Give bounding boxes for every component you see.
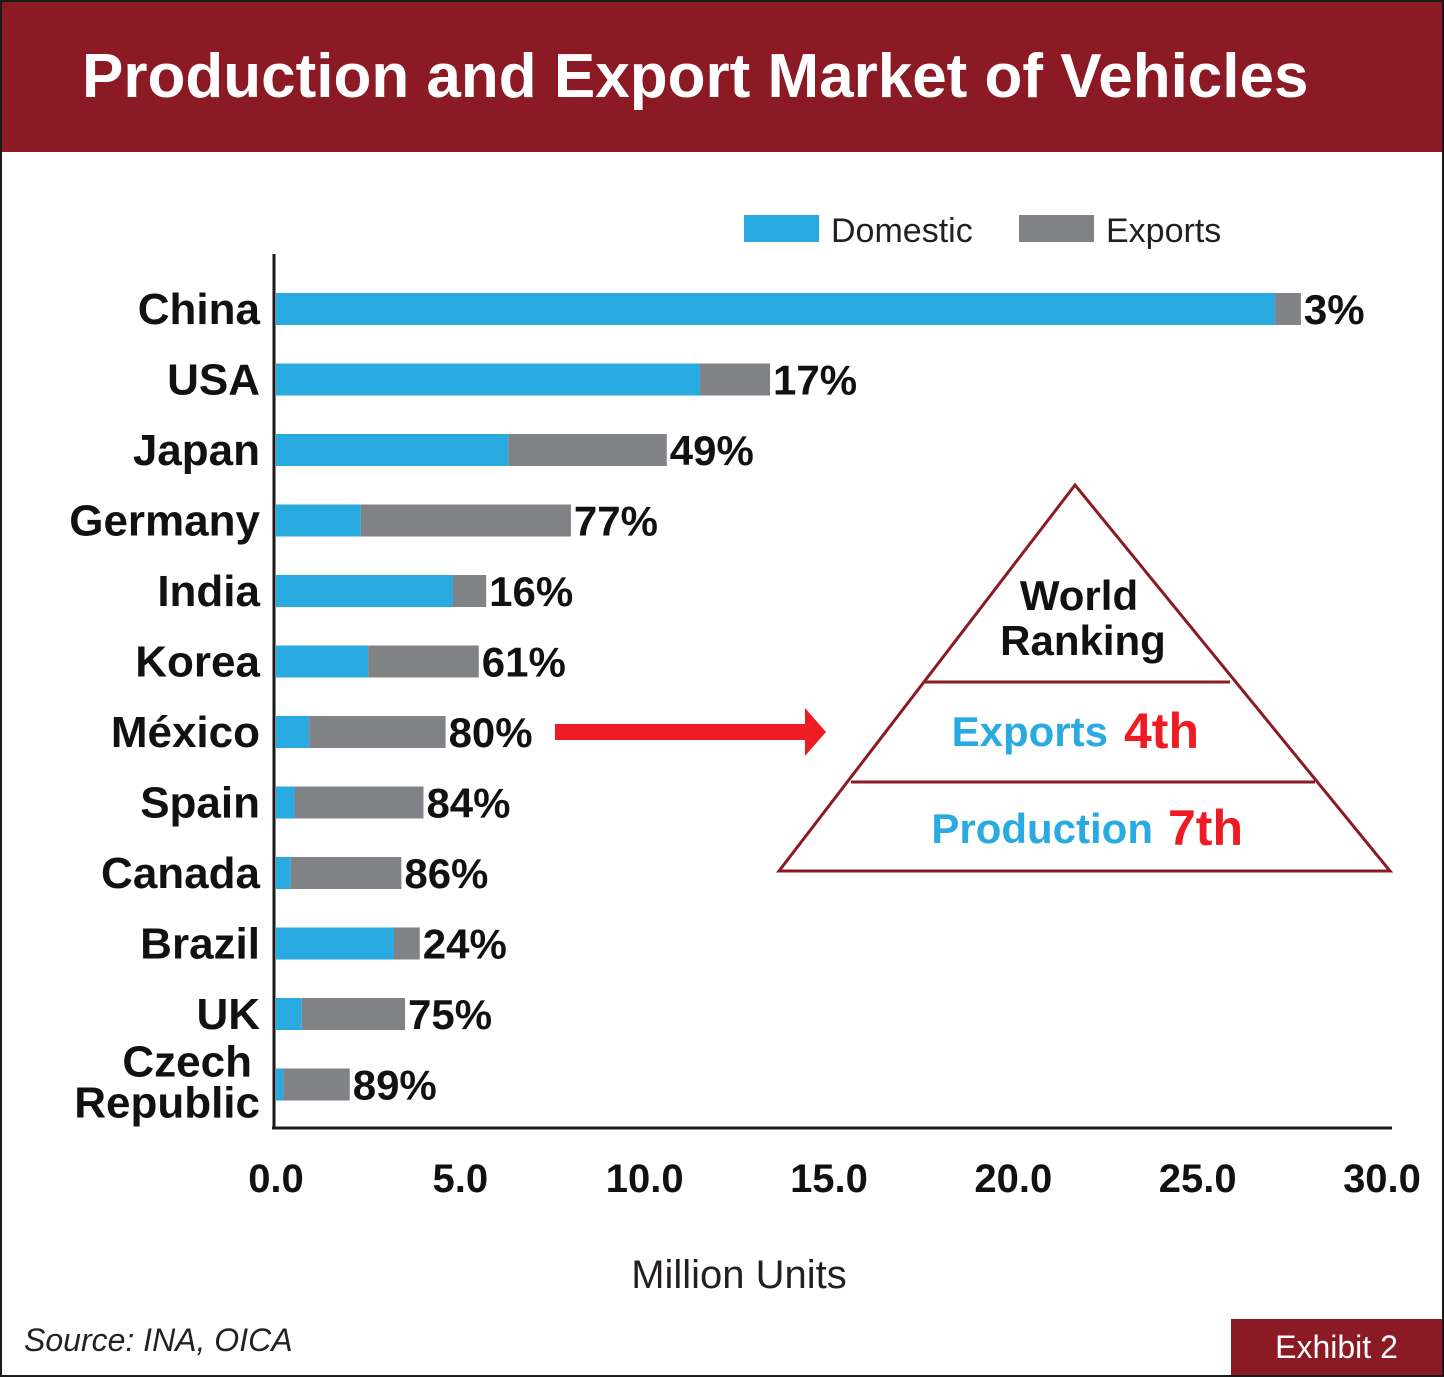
category-label: Germany (69, 497, 260, 546)
bar-exports (290, 857, 402, 889)
bar-exports (294, 786, 424, 819)
export-share-label: 49% (670, 427, 754, 474)
category-label: México (111, 708, 260, 757)
x-tick-label: 5.0 (433, 1157, 489, 1201)
bar-exports (393, 927, 420, 960)
export-share-label: 16% (489, 568, 573, 615)
export-share-label: 24% (423, 921, 507, 968)
bar-exports (301, 998, 406, 1030)
x-tick-label: 10.0 (606, 1157, 684, 1201)
bar-exports (368, 645, 479, 678)
ranking-exports-value: 4th (1124, 703, 1199, 759)
bar-domestic (276, 857, 291, 889)
legend-swatch-exports (1019, 215, 1094, 242)
legend-label-exports: Exports (1106, 212, 1221, 250)
ranking-pyramid (775, 482, 1394, 873)
export-share-label: 86% (404, 850, 488, 897)
bar-exports (309, 716, 446, 748)
export-share-label: 61% (482, 639, 566, 686)
x-tick-label: 15.0 (790, 1157, 868, 1201)
export-share-label: 84% (426, 780, 510, 827)
export-share-label: 17% (773, 357, 857, 404)
category-label: Canada (101, 849, 260, 898)
x-tick-label: 20.0 (974, 1157, 1052, 1201)
ranking-title: World (1020, 572, 1138, 619)
x-tick-label: 30.0 (1343, 1157, 1421, 1201)
ranking-production-label: Production (931, 805, 1153, 852)
page-title: Production and Export Market of Vehicles (82, 42, 1309, 111)
category-label: Republic (74, 1079, 260, 1128)
legend-label-domestic: Domestic (831, 212, 973, 250)
bar-domestic (276, 716, 310, 748)
bar-domestic (276, 927, 394, 960)
x-tick-label: 0.0 (248, 1157, 304, 1201)
x-axis-title: Million Units (631, 1253, 847, 1297)
category-label: Spain (140, 779, 260, 828)
bar-exports (360, 504, 571, 537)
bar-domestic (276, 786, 295, 819)
export-share-label: 89% (353, 1062, 437, 1109)
title-bar (2, 2, 1442, 152)
bar-exports (699, 363, 771, 396)
export-share-label: 75% (408, 991, 492, 1038)
export-share-label: 77% (574, 498, 658, 545)
category-label: Korea (135, 638, 260, 687)
mexico-arrow (555, 708, 826, 756)
bar-domestic (276, 575, 453, 607)
bar-exports (452, 575, 487, 607)
bar-domestic (276, 293, 1276, 325)
exhibit-badge: Exhibit 2 (1231, 1319, 1442, 1375)
bar-exports (283, 1068, 350, 1101)
ranking-exports-label: Exports (952, 708, 1108, 755)
bar-domestic (276, 363, 700, 396)
category-label: Czech (122, 1038, 252, 1087)
category-label: India (157, 567, 260, 616)
ranking-production-value: 7th (1168, 800, 1243, 856)
bar-domestic (276, 998, 302, 1030)
ranking-title: Ranking (1000, 617, 1166, 664)
category-label: Japan (133, 426, 260, 475)
export-share-label: 3% (1304, 286, 1365, 333)
export-share-label: 80% (449, 709, 533, 756)
bar-domestic (276, 504, 361, 537)
category-label: USA (167, 356, 260, 405)
x-tick-label: 25.0 (1159, 1157, 1237, 1201)
bar-domestic (276, 1068, 284, 1101)
category-label: UK (196, 990, 260, 1039)
bar-exports (1275, 293, 1301, 325)
category-label: China (138, 285, 261, 334)
bar-domestic (276, 645, 369, 678)
bar-domestic (276, 434, 509, 466)
bar-exports (508, 434, 667, 466)
source-note: Source: INA, OICA (24, 1322, 293, 1358)
legend-swatch-domestic (744, 215, 819, 242)
category-label: Brazil (140, 920, 260, 969)
